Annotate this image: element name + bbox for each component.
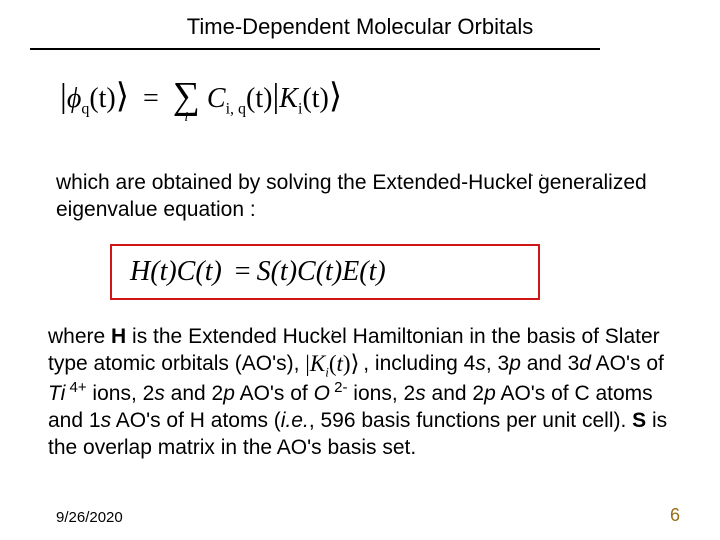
paragraph-intro: which are obtained by solving the Extend… — [56, 170, 666, 224]
equation-phi-expansion: |ϕq(t)⟩ = ∑i Ci, q(t)|Ki(t)⟩ — [60, 76, 342, 125]
slide-title: Time-Dependent Molecular Orbitals — [0, 14, 720, 40]
footer-date: 9/26/2020 — [56, 509, 123, 526]
slide: Time-Dependent Molecular Orbitals |ϕq(t)… — [0, 0, 720, 540]
footer-page-number: 6 — [670, 505, 680, 526]
equation-eigenvalue-box: H(t)C(t) =S(t)C(t)E(t) — [110, 244, 540, 300]
equation-eigenvalue: H(t)C(t) =S(t)C(t)E(t) — [130, 256, 386, 288]
paragraph-body: where H is the Extended Huckel Hamiltoni… — [48, 324, 678, 461]
title-underline — [30, 48, 600, 50]
inline-ket: |Ki(t)⟩ — [305, 349, 363, 375]
